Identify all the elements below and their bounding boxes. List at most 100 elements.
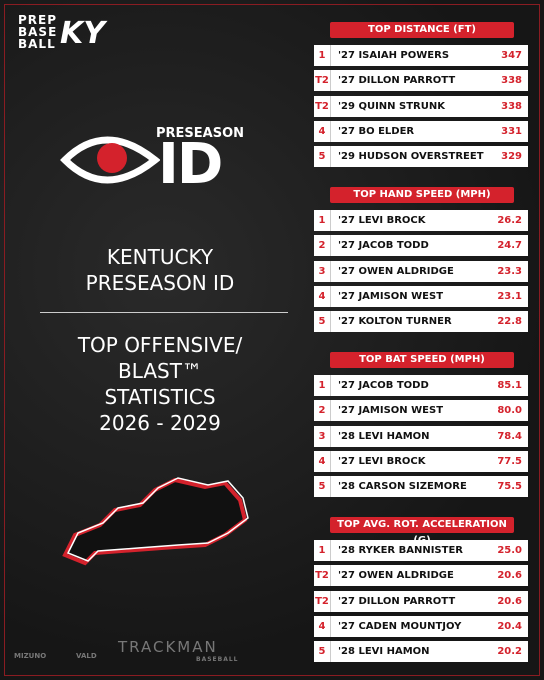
brand: PREP BASE BALL <box>18 14 57 50</box>
frame <box>4 4 540 676</box>
subtitle-line: TOP OFFENSIVE/ <box>77 333 243 357</box>
stat-value: 347 <box>501 50 522 61</box>
stat-value: 331 <box>501 125 522 137</box>
table-row: 2 '27 JACOB TODD 24.7 <box>314 235 528 257</box>
rank: T2 <box>314 590 331 612</box>
table-row: 2 '27 JAMISON WEST 80.0 <box>314 400 528 422</box>
stat-value: 85.1 <box>497 380 522 391</box>
sponsor: VALD <box>76 652 97 660</box>
stat-value: 26.2 <box>497 215 522 226</box>
table-row: T2 '29 QUINN STRUNK 338 <box>314 95 528 117</box>
rank: 4 <box>314 285 331 307</box>
player-name: '27 JAMISON WEST <box>338 290 444 302</box>
rank: T2 <box>314 565 331 587</box>
table-row: 4 '27 BO ELDER 331 <box>314 120 528 142</box>
stat-value: 80.0 <box>497 405 522 417</box>
sponsor: MIZUNO <box>14 652 47 660</box>
stat-value: 78.4 <box>497 430 522 442</box>
stat-value: 20.4 <box>497 620 522 632</box>
brand-line: BASE <box>18 25 58 39</box>
rank: 1 <box>314 210 331 231</box>
subtitle-line: STATISTICS <box>104 385 216 409</box>
rank: T2 <box>314 95 331 117</box>
sponsor-sub: BASEBALL <box>196 656 239 663</box>
divider <box>40 312 288 313</box>
left-subtitle: TOP OFFENSIVE/ BLAST™ STATISTICS 2026 - … <box>20 332 300 436</box>
rank: 5 <box>314 641 331 663</box>
eye-logo <box>60 136 160 184</box>
table-row: 3 '28 LEVI HAMON 78.4 <box>314 425 528 447</box>
rank: 1 <box>314 540 331 561</box>
stat-value: 24.7 <box>497 240 522 252</box>
player-name: '27 OWEN ALDRIDGE <box>338 570 454 582</box>
player-name: '27 DILLON PARROTT <box>338 75 456 87</box>
rank: 5 <box>314 146 331 168</box>
table-row: 4 '27 LEVI BROCK 77.5 <box>314 450 528 472</box>
stat-value: 75.5 <box>497 481 522 493</box>
title-line: KENTUCKY <box>106 245 214 269</box>
rank: 4 <box>314 450 331 472</box>
table-row: 5 '29 HUDSON OVERSTREET 329 <box>314 146 528 168</box>
stat-value: 20.2 <box>497 646 522 658</box>
rank: 5 <box>314 476 331 498</box>
stat-value: 329 <box>501 151 522 163</box>
player-name: '27 LEVI BROCK <box>338 215 426 226</box>
rank: 1 <box>314 375 331 396</box>
player-name: '28 CARSON SIZEMORE <box>338 481 467 493</box>
rank: 1 <box>314 45 331 66</box>
table-row: 5 '27 KOLTON TURNER 22.8 <box>314 311 528 333</box>
table-row: 4 '27 JAMISON WEST 23.1 <box>314 285 528 307</box>
table-row: 1 '28 RYKER BANNISTER 25.0 <box>314 540 528 561</box>
player-name: '27 JACOB TODD <box>338 240 429 252</box>
brand-line: BALL <box>18 37 56 51</box>
table-row: 5 '28 LEVI HAMON 20.2 <box>314 641 528 663</box>
rank: 4 <box>314 120 331 142</box>
stat-value: 20.6 <box>497 570 522 582</box>
player-name: '27 KOLTON TURNER <box>338 316 452 328</box>
rank: 2 <box>314 235 331 257</box>
stat-value: 338 <box>501 75 522 87</box>
player-name: '27 JAMISON WEST <box>338 405 444 417</box>
player-name: '28 LEVI HAMON <box>338 430 430 442</box>
stat-value: 338 <box>501 100 522 112</box>
rank: T2 <box>314 70 331 92</box>
table-row: T2 '27 DILLON PARROTT 338 <box>314 70 528 92</box>
subtitle-line: BLAST™ <box>118 359 202 383</box>
stat-value: 23.1 <box>497 290 522 302</box>
table-row: 3 '27 OWEN ALDRIDGE 23.3 <box>314 260 528 282</box>
player-name: '29 HUDSON OVERSTREET <box>338 151 484 163</box>
table-header: TOP AVG. ROT. ACCELERATION (G) <box>330 517 514 546</box>
stat-value: 23.3 <box>497 265 522 277</box>
player-name: '27 CADEN MOUNTJOY <box>338 620 462 632</box>
table-row: T2 '27 DILLON PARROTT 20.6 <box>314 590 528 612</box>
table-row: 1 '27 LEVI BROCK 26.2 <box>314 210 528 231</box>
event-small: PRESEASON <box>156 126 245 141</box>
title-line: PRESEASON ID <box>85 271 235 295</box>
player-name: '27 BO ELDER <box>338 125 415 137</box>
player-name: '27 JACOB TODD <box>338 380 429 391</box>
subtitle-line: 2026 - 2029 <box>99 411 221 435</box>
player-name: '28 LEVI HAMON <box>338 646 430 658</box>
table-row: 1 '27 ISAIAH POWERS 347 <box>314 45 528 66</box>
player-name: '27 OWEN ALDRIDGE <box>338 265 454 277</box>
stat-value: 20.6 <box>497 595 522 607</box>
table-row: 5 '28 CARSON SIZEMORE 75.5 <box>314 476 528 498</box>
player-name: '27 LEVI BROCK <box>338 455 426 467</box>
stat-value: 77.5 <box>497 455 522 467</box>
rank: 3 <box>314 425 331 447</box>
table-row: 4 '27 CADEN MOUNTJOY 20.4 <box>314 615 528 637</box>
player-name: '28 RYKER BANNISTER <box>338 545 463 556</box>
sponsor: TRACKMAN <box>118 638 218 656</box>
rank: 2 <box>314 400 331 422</box>
player-name: '27 ISAIAH POWERS <box>338 50 450 61</box>
rank: 5 <box>314 311 331 333</box>
player-name: '27 DILLON PARROTT <box>338 595 456 607</box>
brand-mark: KY <box>60 16 105 51</box>
table-header: TOP DISTANCE (FT) <box>330 22 514 38</box>
rank: 4 <box>314 615 331 637</box>
kentucky-map <box>62 477 249 566</box>
event-big: ID <box>158 132 223 197</box>
rank: 3 <box>314 260 331 282</box>
brand-line: PREP <box>18 13 58 27</box>
